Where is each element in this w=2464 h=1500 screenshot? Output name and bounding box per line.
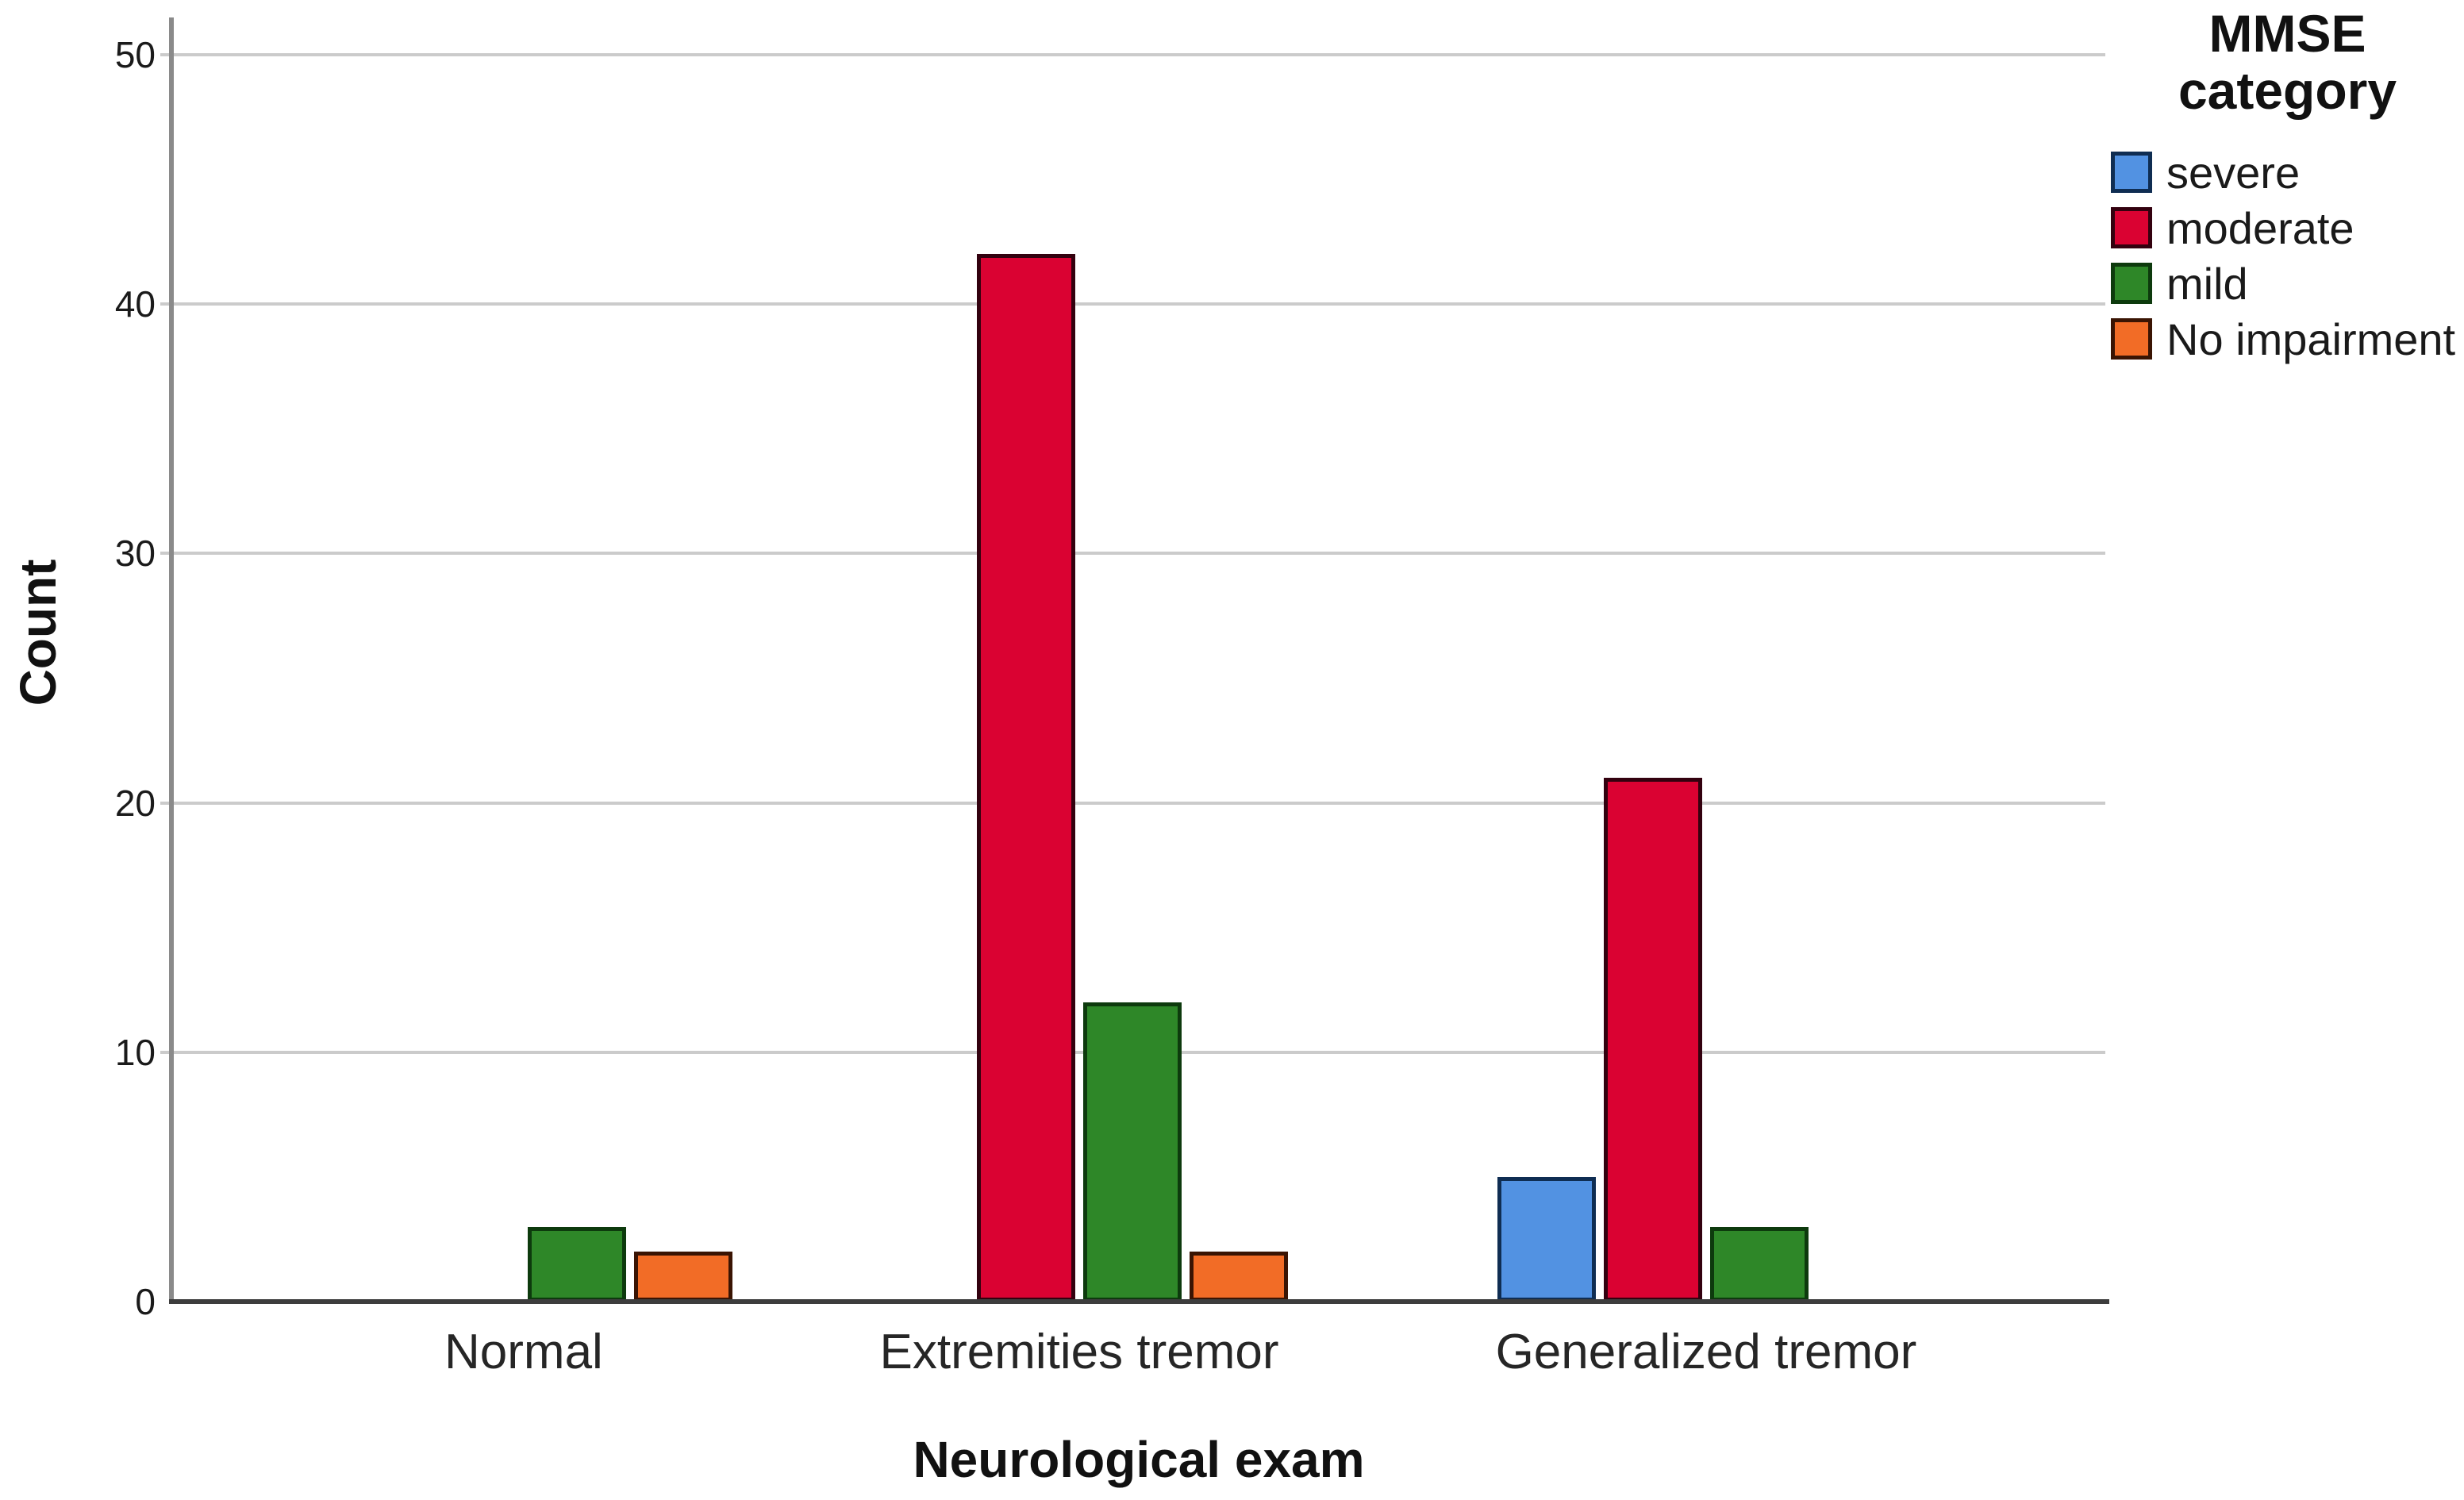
legend-entry-severe: severe [2111,144,2455,200]
bar-slot [1603,778,1702,1302]
bar-no-impairment [633,1252,732,1302]
y-tick-label-50: 50 [114,34,156,76]
x-tick-label-2: Generalized tremor [1495,1325,1917,1379]
bar-slot [1709,1226,1809,1302]
bar-mild [1709,1226,1809,1302]
y-tick-label-40: 40 [114,283,156,325]
legend-entry-mild: mild [2111,256,2455,311]
x-axis-title: Neurological exam [913,1431,1365,1488]
legend-label: moderate [2166,202,2354,253]
bar-slot [1497,1176,1596,1302]
y-tick-label-10: 10 [114,1031,156,1073]
legend-entries: severe moderate mild No impairment [2111,144,2455,367]
legend-title-line2: category [2178,61,2397,120]
gridline-20 [160,801,2105,805]
legend-entry-no-impairment: No impairment [2111,311,2455,367]
legend-title-line1: MMSE [2208,4,2366,63]
bar-cluster-2 [1497,778,1915,1302]
gridline-50 [160,53,2105,57]
bar-slot [1083,1002,1182,1302]
x-tick-label-0: Normal [444,1325,603,1379]
y-tick-label-0: 0 [135,1281,156,1322]
bar-slot [527,1226,626,1302]
bar-slot [633,1252,732,1302]
y-tick-label-30: 30 [114,533,156,575]
bar-cluster-0 [315,1226,732,1302]
legend-label: severe [2166,147,2301,198]
bar-cluster-1 [871,254,1288,1302]
bar-moderate [977,254,1075,1302]
legend-label: No impairment [2166,313,2456,364]
legend: MMSE category severe moderate mild No impair… [2111,0,2464,364]
bar-slot [977,254,1075,1302]
legend-label: mild [2166,258,2248,309]
legend-swatch-icon [2111,318,2152,360]
bar-severe [1497,1176,1596,1302]
bar-no-impairment [1190,1252,1288,1302]
bar-mild [527,1226,626,1302]
bar-slot [1190,1252,1288,1302]
bar-moderate [1603,778,1702,1302]
legend-title: MMSE category [2111,5,2464,119]
y-axis-title: Count [10,559,67,706]
y-axis-line [169,17,174,1302]
legend-swatch-icon [2111,263,2152,304]
legend-swatch-icon [2111,152,2152,193]
legend-swatch-icon [2111,207,2152,248]
plot-area [160,17,2109,1304]
gridline-40 [160,302,2105,306]
gridline-30 [160,552,2105,556]
bar-mild [1083,1002,1182,1302]
legend-entry-moderate: moderate [2111,200,2455,256]
x-axis-line [169,1299,2109,1304]
x-tick-label-1: Extremities tremor [879,1325,1279,1379]
y-tick-label-20: 20 [114,782,156,824]
